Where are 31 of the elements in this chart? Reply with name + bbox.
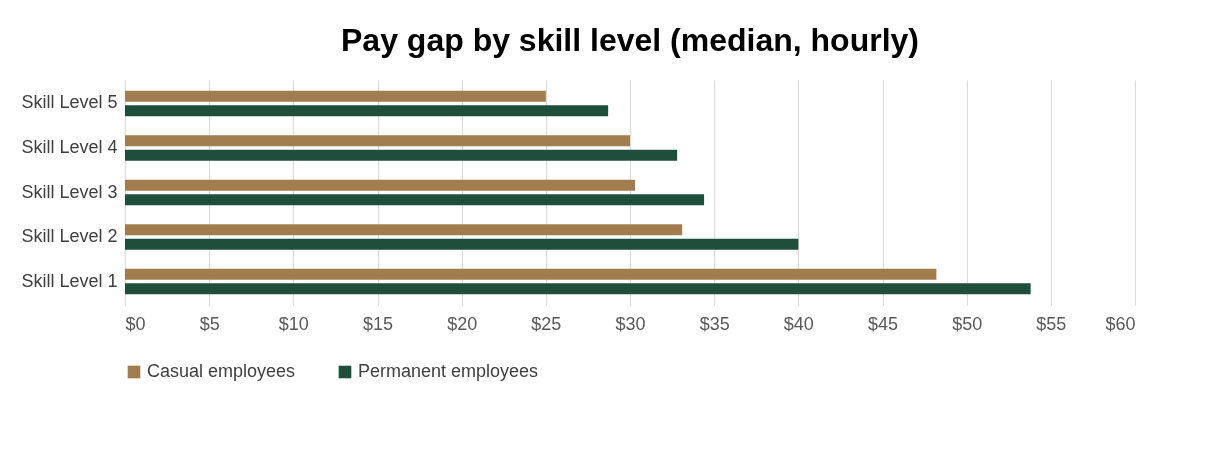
bar [125,268,937,280]
x-tick-label: $10 [278,313,309,334]
chart-title: Pay gap by skill level (median, hourly) [341,22,919,58]
bar [125,179,636,191]
y-tick-label: Skill Level 2 [21,226,118,247]
x-tick-label: $45 [867,313,899,334]
x-tick-label: $15 [362,313,394,334]
bar [125,105,609,117]
x-tick-label: $55 [1036,313,1067,334]
y-tick-label: Skill Level 5 [21,92,118,113]
x-tick-label: $40 [783,313,814,334]
y-tick-label: Skill Level 3 [21,181,118,202]
x-tick-label: $0 [125,313,146,334]
bar [125,149,678,161]
bar [125,194,705,206]
legend-label: Casual employees [147,361,296,381]
x-tick-label: $20 [447,313,478,334]
bar [125,224,683,236]
x-tick-label: $25 [531,313,562,334]
legend-label: Permanent employees [358,361,539,381]
x-tick-label: $30 [615,313,646,334]
bar [125,90,546,102]
x-tick-label: $60 [1105,313,1136,334]
x-tick-label: $50 [952,313,983,334]
bar [125,238,799,250]
bar [125,283,1031,295]
y-tick-label: Skill Level 4 [21,136,118,157]
bar [125,135,630,147]
y-tick-label: Skill Level 1 [21,270,118,291]
x-tick-label: $35 [699,313,730,334]
x-tick-label: $5 [199,313,220,334]
